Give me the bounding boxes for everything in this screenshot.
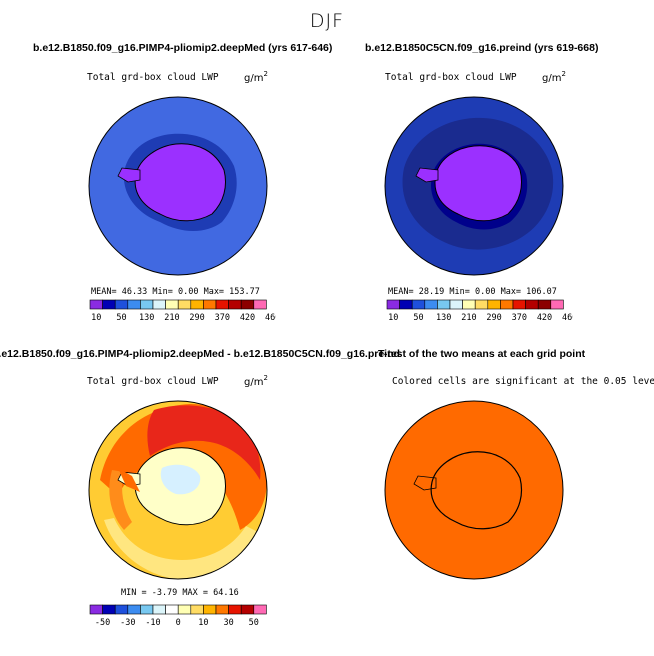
colorbar-3-tick-1: -30: [120, 618, 135, 628]
colorbar-2-tick-1: 50: [413, 313, 423, 323]
colorbar-2-box-2: [411, 299, 426, 310]
colorbar-1-box-3: [127, 299, 141, 310]
colorbar-3-box-8: [190, 604, 204, 615]
colorbar-1-tick-1: 50: [116, 313, 126, 323]
colorbar-2-box-12: [537, 299, 552, 310]
panel-1-label: Total grd-box cloud LWP: [87, 72, 219, 83]
colorbar-3-box-0: [89, 604, 103, 615]
panel-2-label: Total grd-box cloud LWP: [385, 72, 517, 83]
panel-1-units: g/m2: [244, 70, 268, 84]
colorbar-1-box-10: [215, 299, 229, 310]
colorbar-2-box-10: [512, 299, 526, 310]
colorbar-3-tick-2: -10: [145, 618, 160, 628]
colorbar-1-box-11: [228, 299, 242, 310]
colorbar-3-tick-4: 10: [198, 618, 208, 628]
colorbar-1-tick-0: 10: [91, 313, 101, 323]
colorbar-2-tick-4: 290: [486, 313, 501, 323]
colorbar-1-box-6: [165, 299, 179, 310]
figure-title: DJF: [309, 10, 345, 32]
colorbar-2-box-9: [500, 299, 514, 310]
colorbar-3-box-1: [102, 604, 116, 615]
panel-1-stats: MEAN= 46.33 Min= 0.00 Max= 153.77: [91, 287, 260, 297]
colorbar-3-box-12: [240, 604, 255, 615]
panel-2-units: g/m2: [542, 70, 566, 84]
colorbar-3-box-10: [215, 604, 229, 615]
colorbar-3-tick-3: 0: [176, 618, 181, 628]
panel-4-title: T-test of the two means at each grid poi…: [378, 348, 586, 360]
colorbar-2-tick-7: 460: [562, 313, 573, 323]
map-panel-4: [385, 401, 563, 579]
colorbar-1-box-7: [177, 299, 192, 310]
colorbar-1-tick-5: 370: [215, 313, 230, 323]
panel-4-label: Colored cells are significant at the 0.0…: [392, 376, 654, 387]
colorbar-1-box-8: [190, 299, 204, 310]
colorbar-1-tick-2: 130: [139, 313, 154, 323]
map-panel-3: [89, 401, 267, 579]
colorbar-3-box-4: [140, 604, 154, 615]
colorbar-2-box-13: [550, 299, 564, 310]
colorbar-2-box-1: [399, 299, 413, 310]
colorbar-2-tick-0: 10: [388, 313, 398, 323]
colorbar-2-tick-3: 210: [461, 313, 476, 323]
colorbar-3-box-6: [165, 604, 179, 615]
colorbar-1-box-9: [203, 299, 217, 310]
colorbar-2-box-4: [437, 299, 451, 310]
colorbar-2-box-6: [462, 299, 476, 310]
colorbar-1-box-13: [253, 299, 267, 310]
colorbar-1-box-1: [102, 299, 116, 310]
map-panel-1: [89, 97, 267, 275]
colorbar-panel-1: 10 50 130 210 290 370 420 460: [89, 299, 276, 323]
colorbar-3-box-11: [228, 604, 242, 615]
colorbar-2-box-11: [525, 299, 539, 310]
colorbar-3-box-13: [253, 604, 267, 615]
colorbar-2-tick-5: 370: [512, 313, 527, 323]
colorbar-1-tick-7: 460: [265, 313, 276, 323]
colorbar-2-box-5: [449, 299, 463, 310]
colorbar-2-tick-2: 130: [436, 313, 451, 323]
panel-3-label: Total grd-box cloud LWP: [87, 376, 219, 387]
colorbar-2-box-8: [487, 299, 501, 310]
colorbar-2-box-3: [424, 299, 438, 310]
colorbar-2-box-0: [386, 299, 400, 310]
colorbar-panel-3: -50 -30 -10 0 10 30 50: [89, 604, 267, 628]
colorbar-3-box-7: [177, 604, 192, 615]
panel-3-stats: MIN = -3.79 MAX = 64.16: [121, 588, 239, 598]
panel-2-title: b.e12.B1850C5CN.f09_g16.preind (yrs 619-…: [365, 42, 599, 54]
colorbar-2-tick-6: 420: [537, 313, 552, 323]
panel-3-title: b.e12.B1850.f09_g16.PIMP4-pliomip2.deepM…: [0, 348, 400, 360]
panel-1-title: b.e12.B1850.f09_g16.PIMP4-pliomip2.deepM…: [33, 42, 333, 54]
colorbar-1-box-12: [240, 299, 255, 310]
map-panel-2: [385, 97, 563, 275]
colorbar-1-box-4: [140, 299, 154, 310]
colorbar-1-box-0: [89, 299, 103, 310]
panel-2-stats: MEAN= 28.19 Min= 0.00 Max= 106.07: [388, 287, 557, 297]
colorbar-1-tick-6: 420: [240, 313, 255, 323]
colorbar-3-box-2: [114, 604, 129, 615]
colorbar-3-tick-0: -50: [95, 618, 110, 628]
colorbar-3-tick-5: 30: [223, 618, 233, 628]
colorbar-3-box-5: [152, 604, 166, 615]
colorbar-3-box-3: [127, 604, 141, 615]
colorbar-3-box-9: [203, 604, 217, 615]
panel-3-units: g/m2: [244, 374, 268, 388]
colorbar-2-box-7: [474, 299, 489, 310]
colorbar-1-tick-3: 210: [164, 313, 179, 323]
colorbar-1-tick-4: 290: [189, 313, 204, 323]
colorbar-1-box-2: [114, 299, 129, 310]
colorbar-1-box-5: [152, 299, 166, 310]
colorbar-3-tick-6: 50: [249, 618, 259, 628]
colorbar-panel-2: 10 50 130 210 290 370 420 460: [386, 299, 573, 323]
